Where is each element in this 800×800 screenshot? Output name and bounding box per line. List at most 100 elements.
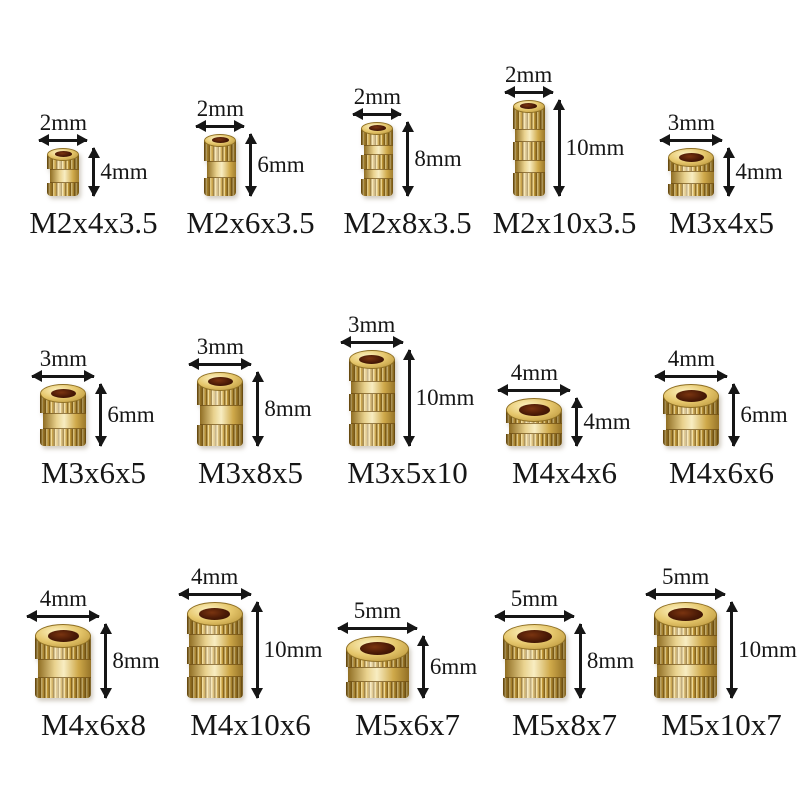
insert-column: 2mm	[353, 84, 402, 196]
height-dimension-label: 4mm	[100, 158, 148, 184]
width-dimension-label: 5mm	[661, 563, 710, 589]
knurled-band	[663, 429, 720, 446]
insert-figure: 2mm 4mm	[39, 110, 148, 196]
height-arrow-icon	[406, 121, 410, 196]
knurled-band	[654, 676, 718, 698]
part-number-label: M5x8x7	[511, 706, 618, 742]
insert-column: 2mm	[196, 96, 245, 196]
width-dimension-label: 5mm	[510, 585, 558, 611]
width-arrow-icon	[498, 388, 571, 392]
insert-column: 3mm	[660, 110, 723, 196]
insert-top-face	[663, 383, 720, 408]
height-dimension-group: 6mm	[249, 133, 305, 196]
insert-hole	[675, 389, 708, 402]
width-arrow-icon	[27, 614, 100, 618]
height-arrow-icon	[557, 99, 561, 196]
insert-item: 3mm 10mm M3x5x10	[329, 248, 486, 498]
height-dimension-label: 8mm	[414, 145, 462, 171]
width-dimension-label: 4mm	[190, 563, 239, 589]
insert-hole	[518, 403, 551, 416]
height-dimension-label: 8mm	[586, 647, 635, 673]
insert-figure: 3mm 8mm	[189, 333, 312, 446]
insert-item: 3mm 8mm M3x8x5	[172, 248, 329, 498]
insert-body	[348, 358, 395, 446]
insert-figure: 4mm 8mm	[27, 586, 160, 698]
width-dimension-label: 5mm	[353, 597, 401, 623]
brass-insert-image	[47, 147, 80, 196]
smooth-band	[206, 160, 237, 178]
insert-figure: 5mm 10mm	[646, 563, 797, 698]
insert-top-face	[654, 601, 718, 628]
knurled-band	[348, 424, 395, 446]
height-dimension-label: 8mm	[112, 647, 160, 673]
height-arrow-icon	[421, 635, 425, 698]
width-arrow-icon	[353, 112, 402, 116]
insert-top-face	[506, 397, 563, 422]
insert-column: 2mm	[39, 110, 88, 196]
insert-figure: 4mm 6mm	[655, 346, 788, 446]
insert-top-face	[512, 99, 545, 113]
width-arrow-icon	[494, 614, 574, 618]
insert-top-face	[668, 147, 715, 167]
insert-top-face	[204, 133, 237, 147]
height-arrow-icon	[578, 623, 582, 698]
smooth-band	[515, 128, 545, 142]
insert-top-face	[345, 635, 409, 662]
insert-column: 2mm	[504, 62, 553, 196]
insert-column: 5mm	[337, 597, 417, 698]
width-arrow-icon	[39, 138, 88, 142]
insert-figure: 3mm 10mm	[340, 311, 474, 446]
height-dimension-group: 10mm	[255, 601, 322, 698]
insert-column: 3mm	[189, 333, 252, 446]
height-dimension-label: 8mm	[264, 395, 312, 421]
knurled-band	[348, 393, 395, 412]
height-arrow-icon	[407, 349, 411, 446]
insert-grid: 2mm 4mm M2x4x3.5 2mm	[0, 0, 800, 750]
height-dimension-group: 8mm	[104, 623, 160, 698]
width-dimension-label: 3mm	[347, 311, 396, 337]
insert-figure: 3mm 4mm	[660, 110, 783, 196]
insert-item: 2mm 4mm M2x4x3.5	[15, 0, 172, 248]
width-arrow-icon	[32, 374, 95, 378]
height-arrow-icon	[256, 371, 260, 446]
insert-column: 4mm	[27, 586, 100, 698]
height-dimension-label: 10mm	[565, 134, 625, 160]
insert-column: 3mm	[32, 346, 95, 446]
smooth-band	[348, 666, 409, 682]
knurled-band	[361, 179, 394, 196]
brass-insert-image	[345, 635, 409, 698]
height-dimension-group: 10mm	[407, 349, 474, 446]
height-dimension-group: 4mm	[92, 147, 148, 196]
height-dimension-label: 4mm	[735, 158, 783, 184]
knurled-band	[512, 141, 545, 160]
part-number-label: M5x10x7	[661, 706, 782, 742]
height-arrow-icon	[92, 147, 96, 196]
width-arrow-icon	[646, 592, 726, 596]
smooth-band	[670, 171, 715, 184]
insert-item: 2mm 8mm M2x8x3.5	[329, 0, 486, 248]
height-arrow-icon	[727, 147, 731, 196]
insert-column: 4mm	[498, 360, 571, 446]
part-number-label: M3x4x5	[668, 204, 775, 240]
width-dimension-label: 3mm	[196, 333, 244, 359]
brass-insert-image	[348, 349, 395, 446]
insert-body	[361, 127, 394, 196]
insert-figure: 2mm 10mm	[504, 62, 625, 196]
brass-insert-image	[40, 383, 87, 446]
part-number-label: M3x6x5	[40, 454, 147, 490]
insert-column: 5mm	[646, 563, 726, 698]
smooth-band	[351, 411, 395, 425]
smooth-band	[42, 412, 87, 429]
height-arrow-icon	[732, 383, 736, 446]
insert-body	[204, 139, 237, 196]
knurled-band	[186, 646, 243, 664]
smooth-band	[189, 634, 243, 647]
part-number-label: M2x4x3.5	[29, 204, 158, 240]
smooth-band	[508, 422, 563, 435]
height-arrow-icon	[99, 383, 103, 446]
height-arrow-icon	[104, 623, 108, 698]
insert-item: 3mm 4mm M3x4x5	[643, 0, 800, 248]
height-dimension-group: 6mm	[732, 383, 788, 446]
knurled-band	[502, 677, 566, 698]
height-dimension-label: 10mm	[738, 636, 797, 662]
